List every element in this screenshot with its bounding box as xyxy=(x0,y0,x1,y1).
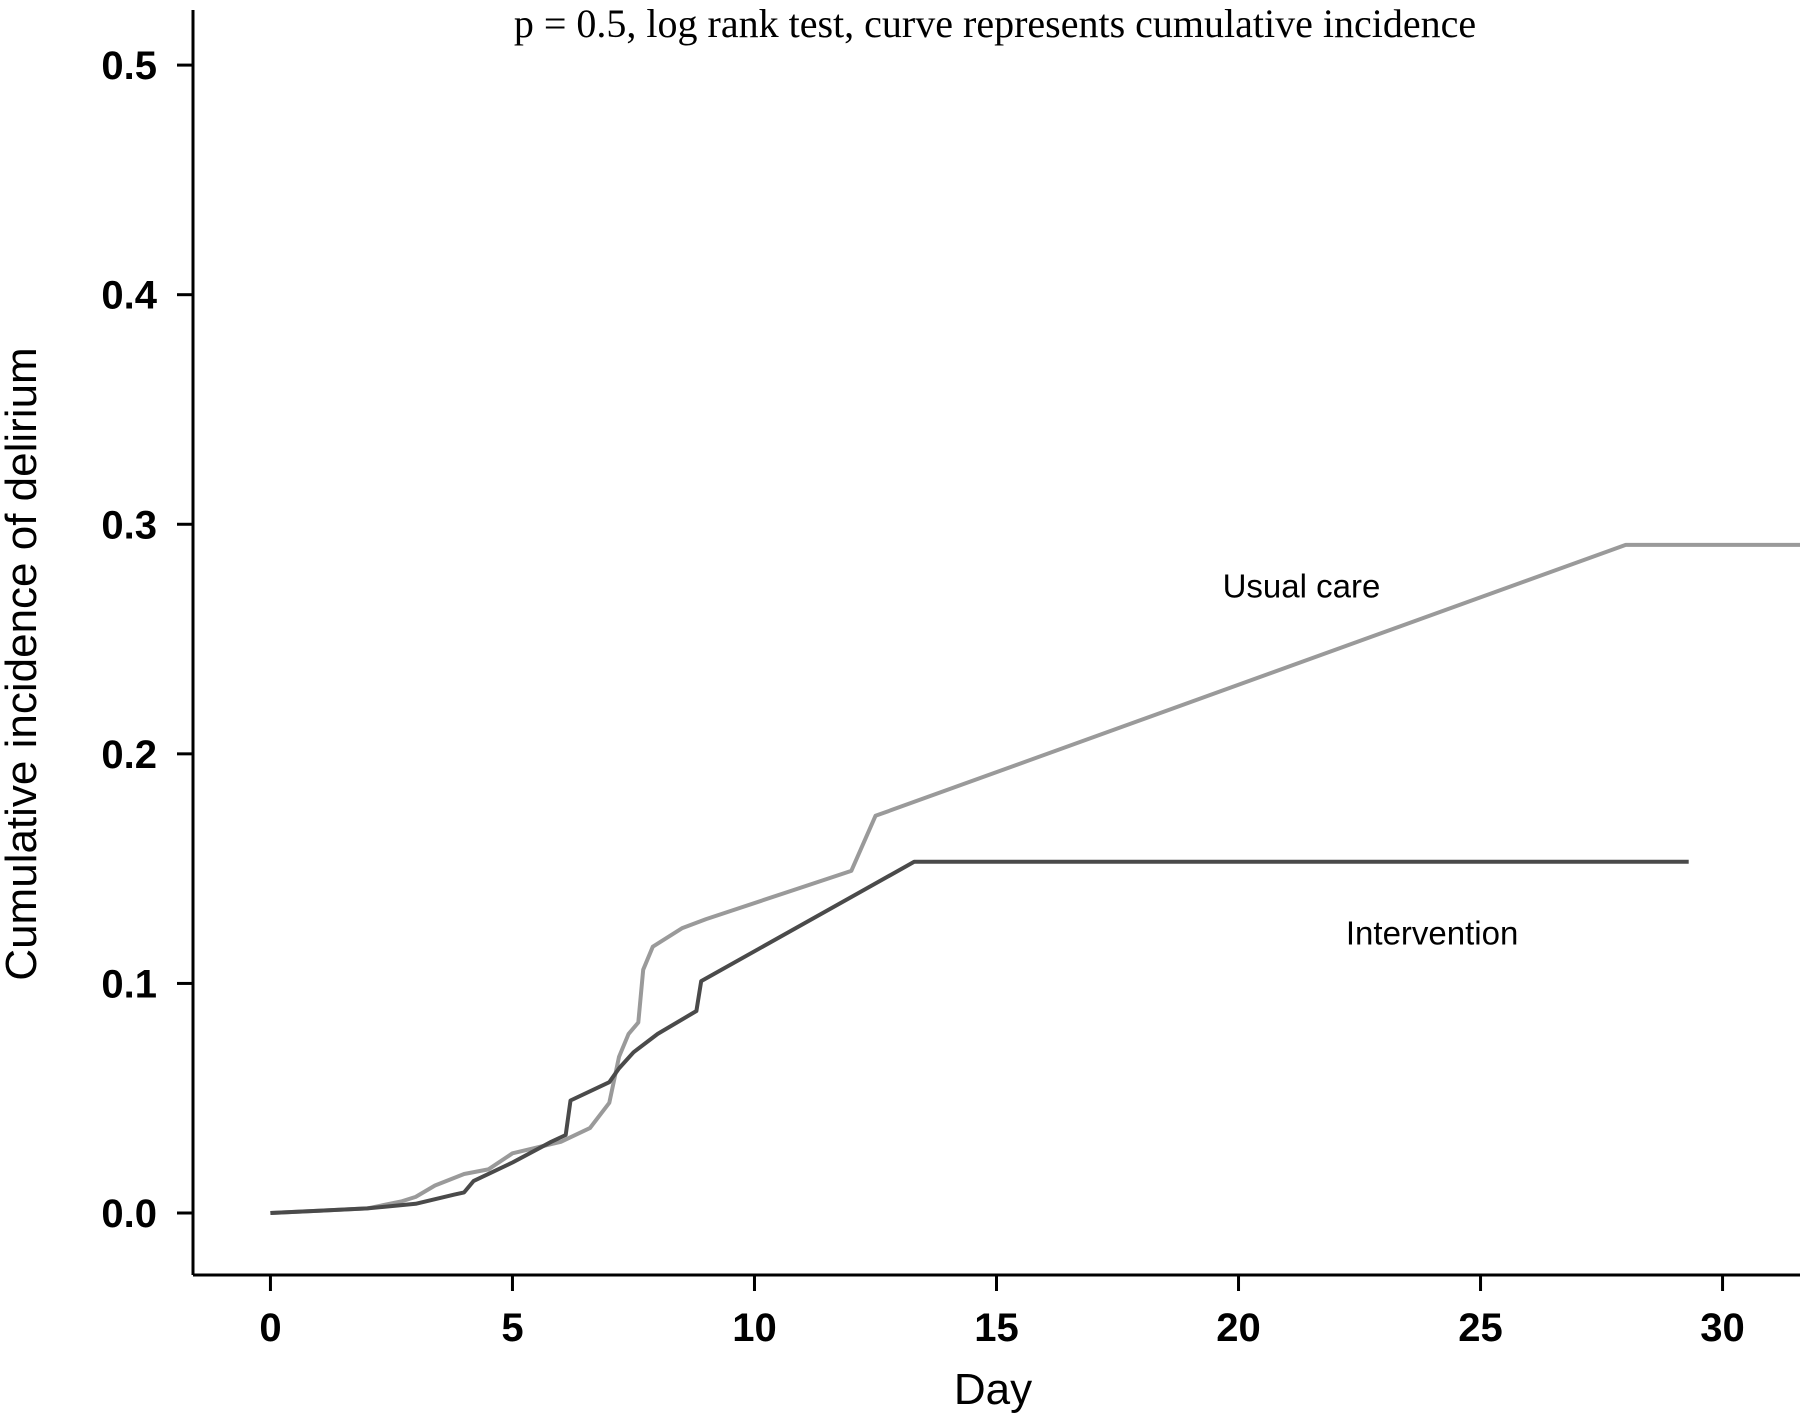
x-tick-label: 30 xyxy=(1700,1306,1745,1350)
series-labels: Usual care Intervention xyxy=(1223,568,1519,952)
x-tick-label: 20 xyxy=(1216,1306,1261,1350)
series-line-usual-care xyxy=(270,542,1800,1215)
ticks: 0 5 10 15 20 25 30 0.0 0.1 0.2 0.3 0.4 0.5 xyxy=(101,44,1744,1350)
series-lines xyxy=(270,542,1800,1215)
chart-annotation: p = 0.5, log rank test, curve represents… xyxy=(514,1,1476,46)
y-axis-title: Cumulative incidence of delirium xyxy=(0,347,46,980)
x-tick-label: 25 xyxy=(1458,1306,1503,1350)
series-label-usual-care: Usual care xyxy=(1223,568,1381,605)
x-tick-label: 10 xyxy=(732,1306,777,1350)
x-tick-label: 5 xyxy=(501,1306,523,1350)
x-axis-title: Day xyxy=(954,1365,1032,1414)
x-tick-label: 15 xyxy=(974,1306,1019,1350)
series-label-intervention: Intervention xyxy=(1346,914,1518,951)
series-line-intervention xyxy=(270,859,1689,1215)
y-tick-label: 0.3 xyxy=(101,503,157,547)
y-tick-label: 0.4 xyxy=(101,274,157,318)
x-tick-label: 0 xyxy=(259,1306,281,1350)
y-tick-label: 0.0 xyxy=(101,1192,157,1236)
y-tick-label: 0.1 xyxy=(101,962,157,1006)
y-tick-label: 0.5 xyxy=(101,44,157,88)
axes xyxy=(191,10,1800,1277)
y-tick-label: 0.2 xyxy=(101,733,157,777)
